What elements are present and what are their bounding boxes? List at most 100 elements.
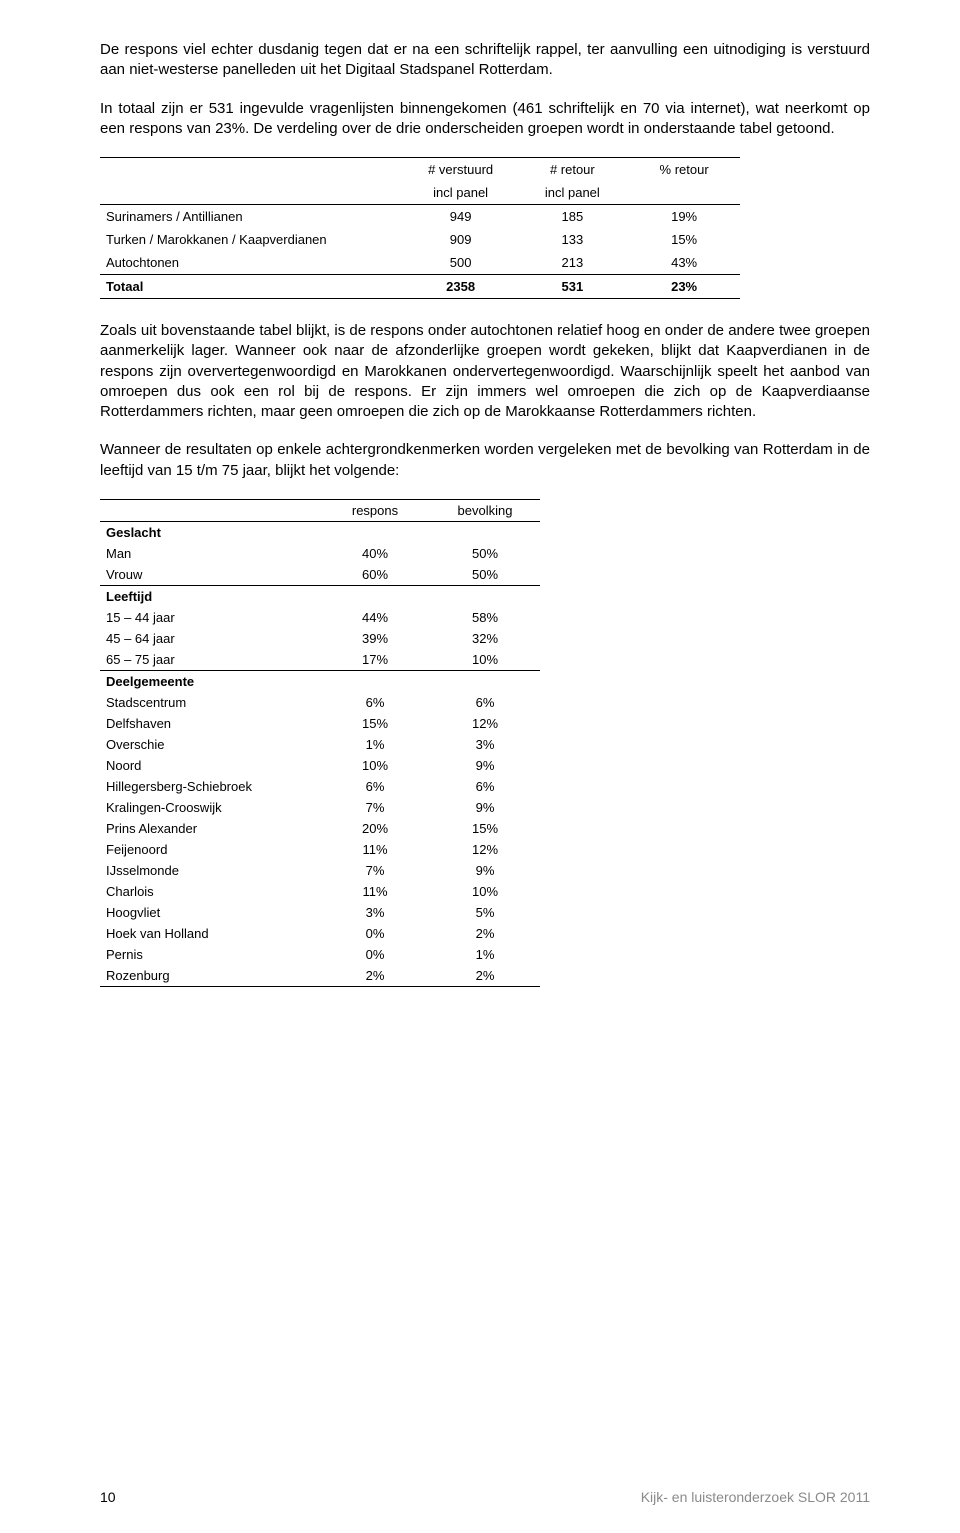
table-cell: [430, 670, 540, 692]
table-header-cell: % retour: [628, 158, 740, 182]
table-header-cell: [100, 499, 320, 521]
table-cell: 44%: [320, 607, 430, 628]
table-cell: Man: [100, 543, 320, 564]
table-header-cell: [628, 181, 740, 205]
table-cell: [320, 521, 430, 543]
table-cell: Hillegersberg-Schiebroek: [100, 776, 320, 797]
table-cell: 50%: [430, 564, 540, 586]
table-cell: 9%: [430, 797, 540, 818]
table-cell: 58%: [430, 607, 540, 628]
table-cell: 10%: [430, 881, 540, 902]
table-cell: 213: [516, 251, 628, 275]
table-header-cell: [100, 181, 405, 205]
table-cell: 10%: [430, 649, 540, 671]
page-footer: 10 Kijk- en luisteronderzoek SLOR 2011: [100, 1489, 870, 1505]
table-cell: 9%: [430, 755, 540, 776]
table-cell: 10%: [320, 755, 430, 776]
table-cell: 15%: [628, 228, 740, 251]
table-cell: 1%: [430, 944, 540, 965]
table-header-cell: # retour: [516, 158, 628, 182]
table-cell: Overschie: [100, 734, 320, 755]
response-table: # verstuurd # retour % retour incl panel…: [100, 157, 740, 299]
table-cell: 43%: [628, 251, 740, 275]
table-cell: 45 – 64 jaar: [100, 628, 320, 649]
table-cell: 60%: [320, 564, 430, 586]
table-cell: Noord: [100, 755, 320, 776]
table-cell: 15%: [320, 713, 430, 734]
paragraph-2: In totaal zijn er 531 ingevulde vragenli…: [100, 99, 870, 140]
table-cell: Pernis: [100, 944, 320, 965]
table-cell: 6%: [320, 692, 430, 713]
table-cell: 12%: [430, 839, 540, 860]
table-header-cell: # verstuurd: [405, 158, 517, 182]
doc-title: Kijk- en luisteronderzoek SLOR 2011: [641, 1489, 870, 1505]
table-cell: Delfshaven: [100, 713, 320, 734]
table-cell: 185: [516, 205, 628, 229]
table-cell: 531: [516, 275, 628, 299]
table-cell: 6%: [430, 692, 540, 713]
table-cell: 2%: [430, 965, 540, 987]
table-cell: 65 – 75 jaar: [100, 649, 320, 671]
table-cell: Prins Alexander: [100, 818, 320, 839]
table-header-cell: incl panel: [516, 181, 628, 205]
table-cell: [430, 585, 540, 607]
table-cell: Kralingen-Crooswijk: [100, 797, 320, 818]
table-header-cell: bevolking: [430, 499, 540, 521]
table-section-header: Geslacht: [100, 521, 320, 543]
table-section-header: Leeftijd: [100, 585, 320, 607]
table-cell: 19%: [628, 205, 740, 229]
demographics-table: respons bevolking GeslachtMan40%50% Vrouw…: [100, 499, 540, 987]
table-cell: 5%: [430, 902, 540, 923]
table-cell: [320, 585, 430, 607]
table-cell: 32%: [430, 628, 540, 649]
paragraph-4: Wanneer de resultaten op enkele achtergr…: [100, 440, 870, 481]
table-cell: 39%: [320, 628, 430, 649]
table-cell: 1%: [320, 734, 430, 755]
table-cell: 0%: [320, 923, 430, 944]
table-header-cell: respons: [320, 499, 430, 521]
table-cell: 23%: [628, 275, 740, 299]
table-cell: 3%: [430, 734, 540, 755]
table-cell: Hoek van Holland: [100, 923, 320, 944]
table-cell: Turken / Marokkanen / Kaapverdianen: [100, 228, 405, 251]
table-cell: Surinamers / Antillianen: [100, 205, 405, 229]
paragraph-1: De respons viel echter dusdanig tegen da…: [100, 40, 870, 81]
table-cell: IJsselmonde: [100, 860, 320, 881]
table-cell: 12%: [430, 713, 540, 734]
table-cell: 500: [405, 251, 517, 275]
table-cell: 2%: [430, 923, 540, 944]
table-section-header: Deelgemeente: [100, 670, 320, 692]
table-cell: 3%: [320, 902, 430, 923]
table-cell: [430, 521, 540, 543]
table-cell: Hoogvliet: [100, 902, 320, 923]
table-cell: 9%: [430, 860, 540, 881]
table-cell: 20%: [320, 818, 430, 839]
table-cell: 6%: [320, 776, 430, 797]
paragraph-3: Zoals uit bovenstaande tabel blijkt, is …: [100, 321, 870, 422]
table-cell: 11%: [320, 839, 430, 860]
table-cell: 11%: [320, 881, 430, 902]
table-cell: Charlois: [100, 881, 320, 902]
table-cell: 909: [405, 228, 517, 251]
table-cell: 6%: [430, 776, 540, 797]
table-cell: 7%: [320, 797, 430, 818]
table-cell: 0%: [320, 944, 430, 965]
page: De respons viel echter dusdanig tegen da…: [0, 0, 960, 1533]
table-header-cell: [100, 158, 405, 182]
table-cell: Vrouw: [100, 564, 320, 586]
table-cell: 2%: [320, 965, 430, 987]
table-cell: Rozenburg: [100, 965, 320, 987]
table-cell: Feijenoord: [100, 839, 320, 860]
table-cell: [320, 670, 430, 692]
table-cell: 40%: [320, 543, 430, 564]
table-cell: 7%: [320, 860, 430, 881]
table-header-cell: incl panel: [405, 181, 517, 205]
table-cell: 50%: [430, 543, 540, 564]
table-cell: 17%: [320, 649, 430, 671]
table-cell: 15 – 44 jaar: [100, 607, 320, 628]
table-cell: 15%: [430, 818, 540, 839]
table-cell: Autochtonen: [100, 251, 405, 275]
table-cell: Totaal: [100, 275, 405, 299]
page-number: 10: [100, 1489, 116, 1505]
table-cell: 2358: [405, 275, 517, 299]
